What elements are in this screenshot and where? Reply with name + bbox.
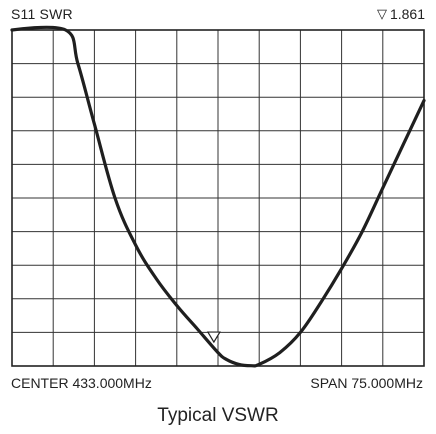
swr-trace — [10, 25, 426, 368]
plot-frame — [11, 29, 425, 367]
span-label: SPAN 75.000MHz — [310, 375, 423, 391]
marker-value: 1.861 — [389, 6, 425, 22]
center-frequency-label: CENTER 433.000MHz — [11, 375, 152, 391]
marker-triangle — [206, 331, 221, 344]
marker-triangle-icon: ▽ — [376, 6, 387, 21]
chart-caption: Typical VSWR — [157, 405, 279, 426]
plot-title: S11 SWR — [11, 6, 73, 22]
marker-readout: ▽ 1.861 — [377, 6, 425, 22]
